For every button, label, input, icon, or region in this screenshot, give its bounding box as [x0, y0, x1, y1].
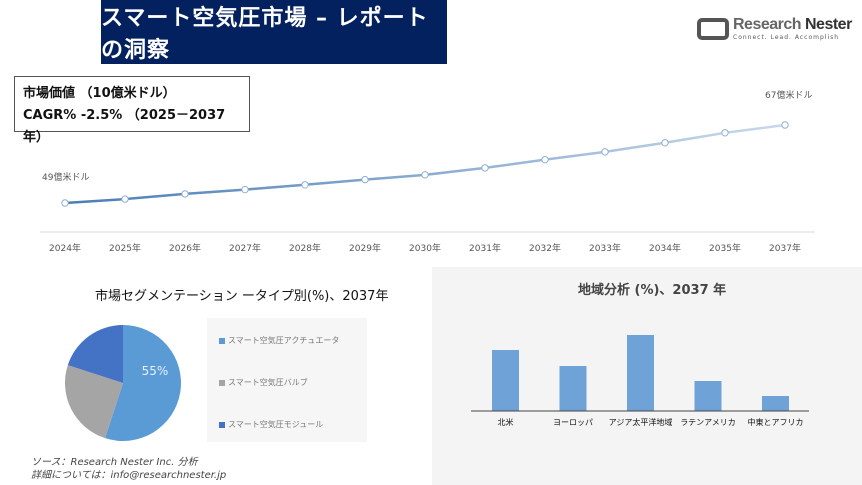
x-tick-label: 2033年 [589, 242, 621, 254]
legend-item: スマート空気圧バルブ [219, 377, 308, 388]
logo-name: Research [733, 16, 802, 33]
data-point [361, 175, 369, 184]
end-value-label: 67億米ドル [765, 89, 812, 101]
legend-swatch [219, 379, 225, 386]
x-tick-label: アジア太平洋地域 [609, 417, 673, 427]
x-tick-label: ヨーロッパ [553, 418, 593, 427]
title-banner: スマート空気圧市場 – レポートの洞察 [101, 0, 447, 64]
pie-slice [105, 325, 181, 441]
pie-slice [67, 325, 123, 383]
x-tick-label: 2026年 [169, 242, 201, 254]
pie-slice [65, 365, 123, 439]
x-tick-label: 2029年 [349, 242, 381, 254]
logo-icon [697, 17, 729, 40]
x-tick-label: 2028年 [289, 242, 321, 254]
pie-chart: 55% [65, 325, 181, 441]
market-value-label: 市場価値 （10億米ドル） [23, 86, 176, 101]
logo-tagline: Connect. Lead. Accomplish [733, 34, 840, 41]
bar [627, 335, 654, 411]
x-tick-label: 2024年 [49, 242, 81, 254]
x-tick-label: 2025年 [109, 242, 141, 254]
legend-item: スマート空気圧アクチュエータ [219, 335, 339, 346]
data-point [301, 181, 309, 189]
data-point [181, 190, 189, 198]
data-point [421, 171, 429, 179]
pie-legend: スマート空気圧アクチュエータ スマート空気圧バルブスマート空気圧モジュール [207, 318, 367, 442]
cagr-label: CAGR% -2.5% （2025－2037年） [23, 108, 226, 145]
data-point [241, 185, 249, 194]
data-point [601, 148, 609, 156]
data-point [61, 199, 69, 207]
bar [559, 366, 587, 411]
source-note: ソース：Research Nester Inc. 分析 詳細については：info… [31, 456, 226, 482]
x-tick-label: ラテンアメリカ [680, 418, 736, 427]
legend-swatch [219, 421, 225, 428]
data-point [781, 121, 789, 129]
pie-data-label: 55% [142, 364, 169, 378]
bar [694, 381, 722, 411]
source-line: ソース：Research Nester Inc. 分析 [31, 457, 198, 468]
data-point [721, 129, 729, 137]
start-value-label: 49億米ドル [42, 171, 89, 183]
data-point [121, 195, 129, 203]
data-point [481, 164, 489, 172]
logo-bold: Nester [805, 16, 852, 33]
research-nester-logo: Research Nester Connect. Lead. Accomplis… [697, 16, 852, 41]
legend-swatch [219, 337, 225, 344]
x-tick-label: 2032年 [529, 242, 561, 254]
x-tick-label: 2031年 [469, 242, 501, 254]
legend-label: スマート空気圧バルブ [228, 378, 308, 387]
x-tick-label: 2034年 [649, 242, 681, 254]
x-tick-label: 2027年 [229, 242, 261, 254]
line-chart: 2024年 2025年 2026年 2027年 2028年 2029年 2030年 2031年… [40, 89, 815, 254]
data-point [541, 155, 549, 164]
pie-title: 市場セグメンテーション ータイプ別(%)、2037年 [95, 289, 389, 304]
x-tick-label: 2030年 [409, 242, 441, 254]
legend-label: スマート空気圧アクチュエータ [228, 336, 340, 345]
x-tick-label: 中東とアフリカ [748, 417, 804, 427]
bar [762, 396, 789, 411]
market-info-box: 市場価値 （10億米ドル） CAGR% -2.5% （2025－2037年） [14, 76, 250, 145]
legend-item: スマート空気圧モジュール [219, 419, 323, 430]
x-tick-label: 2037年 [769, 242, 801, 254]
data-point [661, 139, 669, 147]
contact-line: 詳細については：info@researchnester.jp [31, 470, 227, 481]
x-tick-label: 北米 [498, 417, 514, 427]
bar-title: 地域分析 (%)、2037 年 [578, 283, 727, 298]
legend-label: スマート空気圧モジュール [228, 420, 324, 429]
bar [492, 350, 519, 411]
x-tick-label: 2035年 [709, 242, 741, 254]
